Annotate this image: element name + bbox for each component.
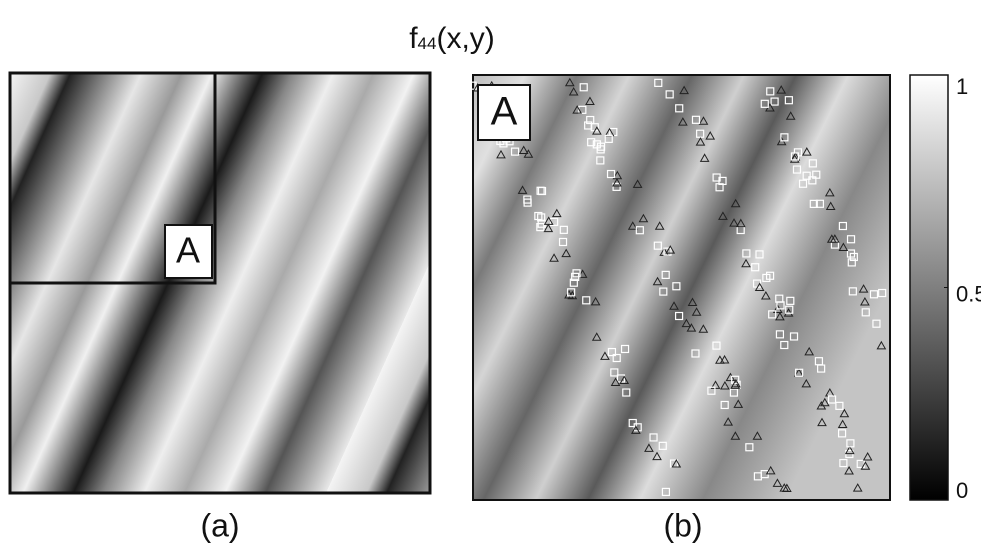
tick-label: 0 [956, 478, 968, 503]
image-b [473, 75, 890, 500]
title-subscript: 44 [418, 34, 437, 53]
panel-b [469, 75, 890, 500]
figure: f44(x,y) A (a) A (b) 00.51 [0, 0, 981, 552]
tick-label: 1 [956, 74, 968, 99]
colorbar-ticks: 00.51 [944, 74, 981, 503]
panel-label: (b) [663, 507, 702, 543]
tick-label: 0.5 [956, 281, 981, 306]
colorbar [910, 75, 948, 500]
marker-label: A [176, 230, 200, 271]
marker-label: A [491, 90, 518, 134]
figure-title: f44(x,y) [409, 22, 495, 55]
title-args: (x,y) [436, 22, 494, 55]
panel-label: (a) [200, 507, 239, 543]
